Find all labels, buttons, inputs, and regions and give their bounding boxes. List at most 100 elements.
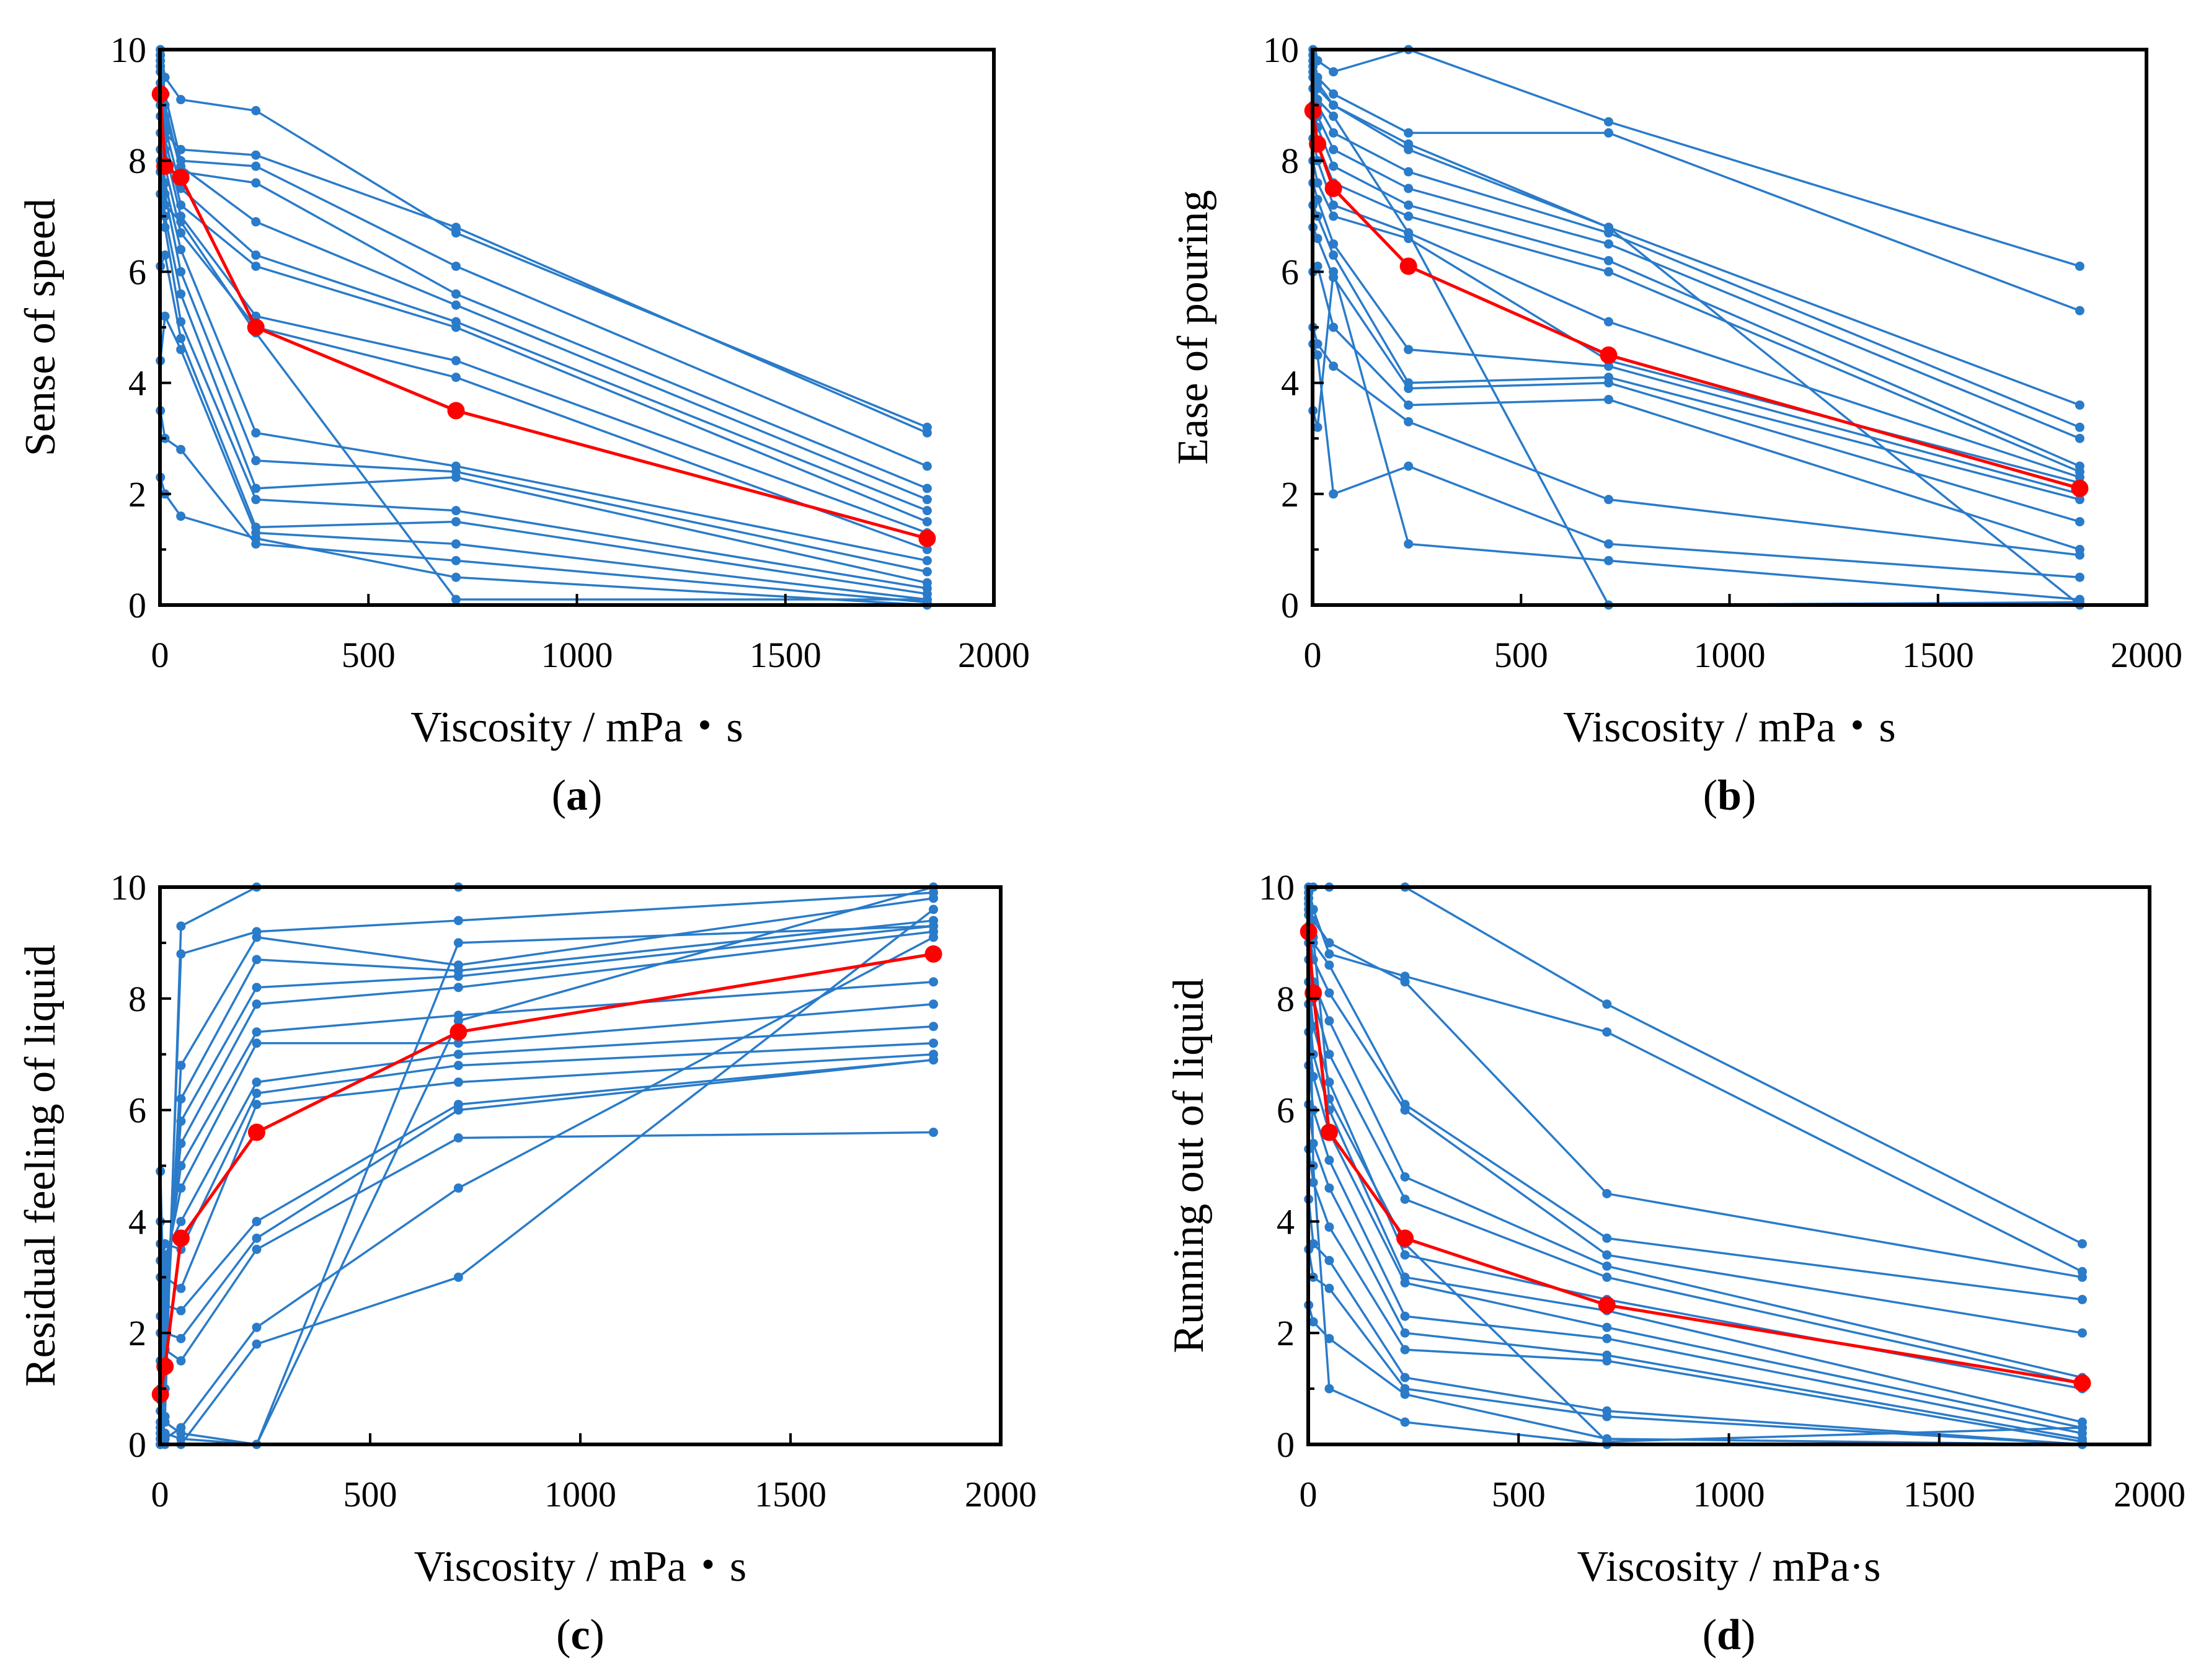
- x-tick-label: 1500: [1902, 635, 1974, 675]
- participant-series: [1308, 178, 2084, 499]
- participant-series: [1308, 61, 2084, 410]
- panel-a: 0 2 4 6 8 10 0 500 1000 1500 2000 Viscosity / mPa・s…: [17, 30, 1030, 820]
- series-line: [159, 1053, 934, 1290]
- panel-label: (d): [1703, 1611, 1756, 1659]
- data-point: [1400, 977, 1410, 987]
- series-line: [159, 886, 934, 1445]
- series-line: [1307, 1032, 2083, 1429]
- data-point: [1324, 1333, 1334, 1343]
- series-line: [159, 149, 928, 573]
- data-point: [2075, 422, 2084, 432]
- data-point: [453, 983, 463, 993]
- data-point: [252, 983, 262, 993]
- data-point: [1400, 1345, 1410, 1355]
- data-point: [176, 1094, 186, 1104]
- data-point: [176, 1306, 186, 1315]
- mean-line: [159, 94, 928, 540]
- data-point: [1602, 999, 1612, 1009]
- y-tick-label: 8: [1277, 979, 1295, 1019]
- data-point: [451, 300, 461, 310]
- data-point: [176, 1428, 186, 1438]
- x-tick-label: 2000: [958, 635, 1030, 675]
- x-tick-label: 2000: [965, 1474, 1037, 1514]
- data-point: [160, 250, 170, 260]
- data-point: [922, 555, 932, 565]
- y-tick-label: 0: [128, 585, 146, 626]
- data-point: [176, 334, 186, 343]
- data-point: [453, 1105, 463, 1115]
- data-point: [453, 1183, 463, 1193]
- participant-series: [156, 888, 939, 1438]
- series-line: [159, 315, 928, 601]
- participant-series: [156, 189, 932, 593]
- data-point: [1329, 250, 1339, 260]
- series-line: [1307, 1004, 2083, 1423]
- series-line: [159, 171, 928, 584]
- x-tick-label: 0: [151, 1474, 169, 1514]
- y-tick-label: 8: [128, 141, 146, 181]
- participant-series: [156, 1038, 939, 1282]
- x-tick-label: 500: [342, 635, 396, 675]
- mean-point: [172, 1229, 190, 1247]
- participant-series: [156, 921, 939, 1405]
- data-point: [1404, 144, 1414, 154]
- participant-series: [1304, 1144, 2087, 1447]
- data-point: [1324, 988, 1334, 998]
- data-point: [176, 1333, 186, 1343]
- participant-series: [1308, 50, 2084, 316]
- participant-series: [156, 67, 932, 493]
- data-point: [252, 999, 262, 1009]
- series-line: [159, 60, 928, 434]
- panel-d: 0 2 4 6 8 10 0 500 1000 1500 2000 Viscosity / mPa·s…: [1165, 867, 2186, 1659]
- mean-point: [1600, 346, 1618, 364]
- data-point: [2075, 550, 2084, 560]
- data-point: [1603, 317, 1613, 327]
- data-point: [453, 916, 463, 926]
- data-point: [1602, 1261, 1612, 1271]
- data-point: [453, 938, 463, 948]
- data-point: [922, 544, 932, 554]
- series-line: [1307, 926, 2083, 1334]
- data-point: [252, 1089, 262, 1099]
- participant-series: [1308, 56, 2084, 610]
- data-point: [176, 161, 186, 171]
- panel-label: (a): [552, 772, 603, 820]
- y-tick-label: 10: [1263, 30, 1299, 70]
- y-tick-label: 10: [1259, 867, 1295, 908]
- data-point: [2075, 261, 2084, 271]
- data-point: [251, 484, 261, 493]
- data-point: [922, 595, 932, 604]
- data-point: [176, 267, 186, 276]
- series-line: [1311, 105, 2081, 467]
- participant-series: [1304, 955, 2087, 1388]
- y-tick-label: 0: [1277, 1425, 1295, 1465]
- y-axis-label: Sense of speed: [17, 198, 64, 456]
- data-point: [252, 1233, 262, 1243]
- data-point: [1603, 555, 1613, 565]
- data-point: [1329, 161, 1339, 171]
- series-line: [1307, 892, 2083, 1273]
- series-line: [1307, 1249, 2083, 1446]
- data-point: [1603, 394, 1613, 404]
- data-point: [1329, 112, 1339, 122]
- data-point: [1404, 417, 1414, 427]
- data-point: [1329, 200, 1339, 210]
- participant-series: [1304, 921, 2087, 1338]
- data-point: [252, 1339, 262, 1349]
- series-line: [159, 94, 928, 523]
- y-tick-label: 2: [128, 474, 146, 515]
- mean-point: [1324, 180, 1342, 197]
- participant-series: [156, 921, 939, 1449]
- data-point: [176, 217, 186, 227]
- series-line: [1311, 116, 2081, 473]
- series-line: [159, 105, 928, 534]
- mean-point: [172, 169, 190, 187]
- series-line: [1311, 55, 2081, 312]
- series-line: [159, 161, 928, 601]
- data-point: [2075, 306, 2084, 316]
- data-point: [1603, 128, 1613, 138]
- data-point: [929, 1055, 939, 1065]
- participant-series: [156, 61, 932, 516]
- data-point: [252, 932, 262, 942]
- data-point: [1602, 1188, 1612, 1198]
